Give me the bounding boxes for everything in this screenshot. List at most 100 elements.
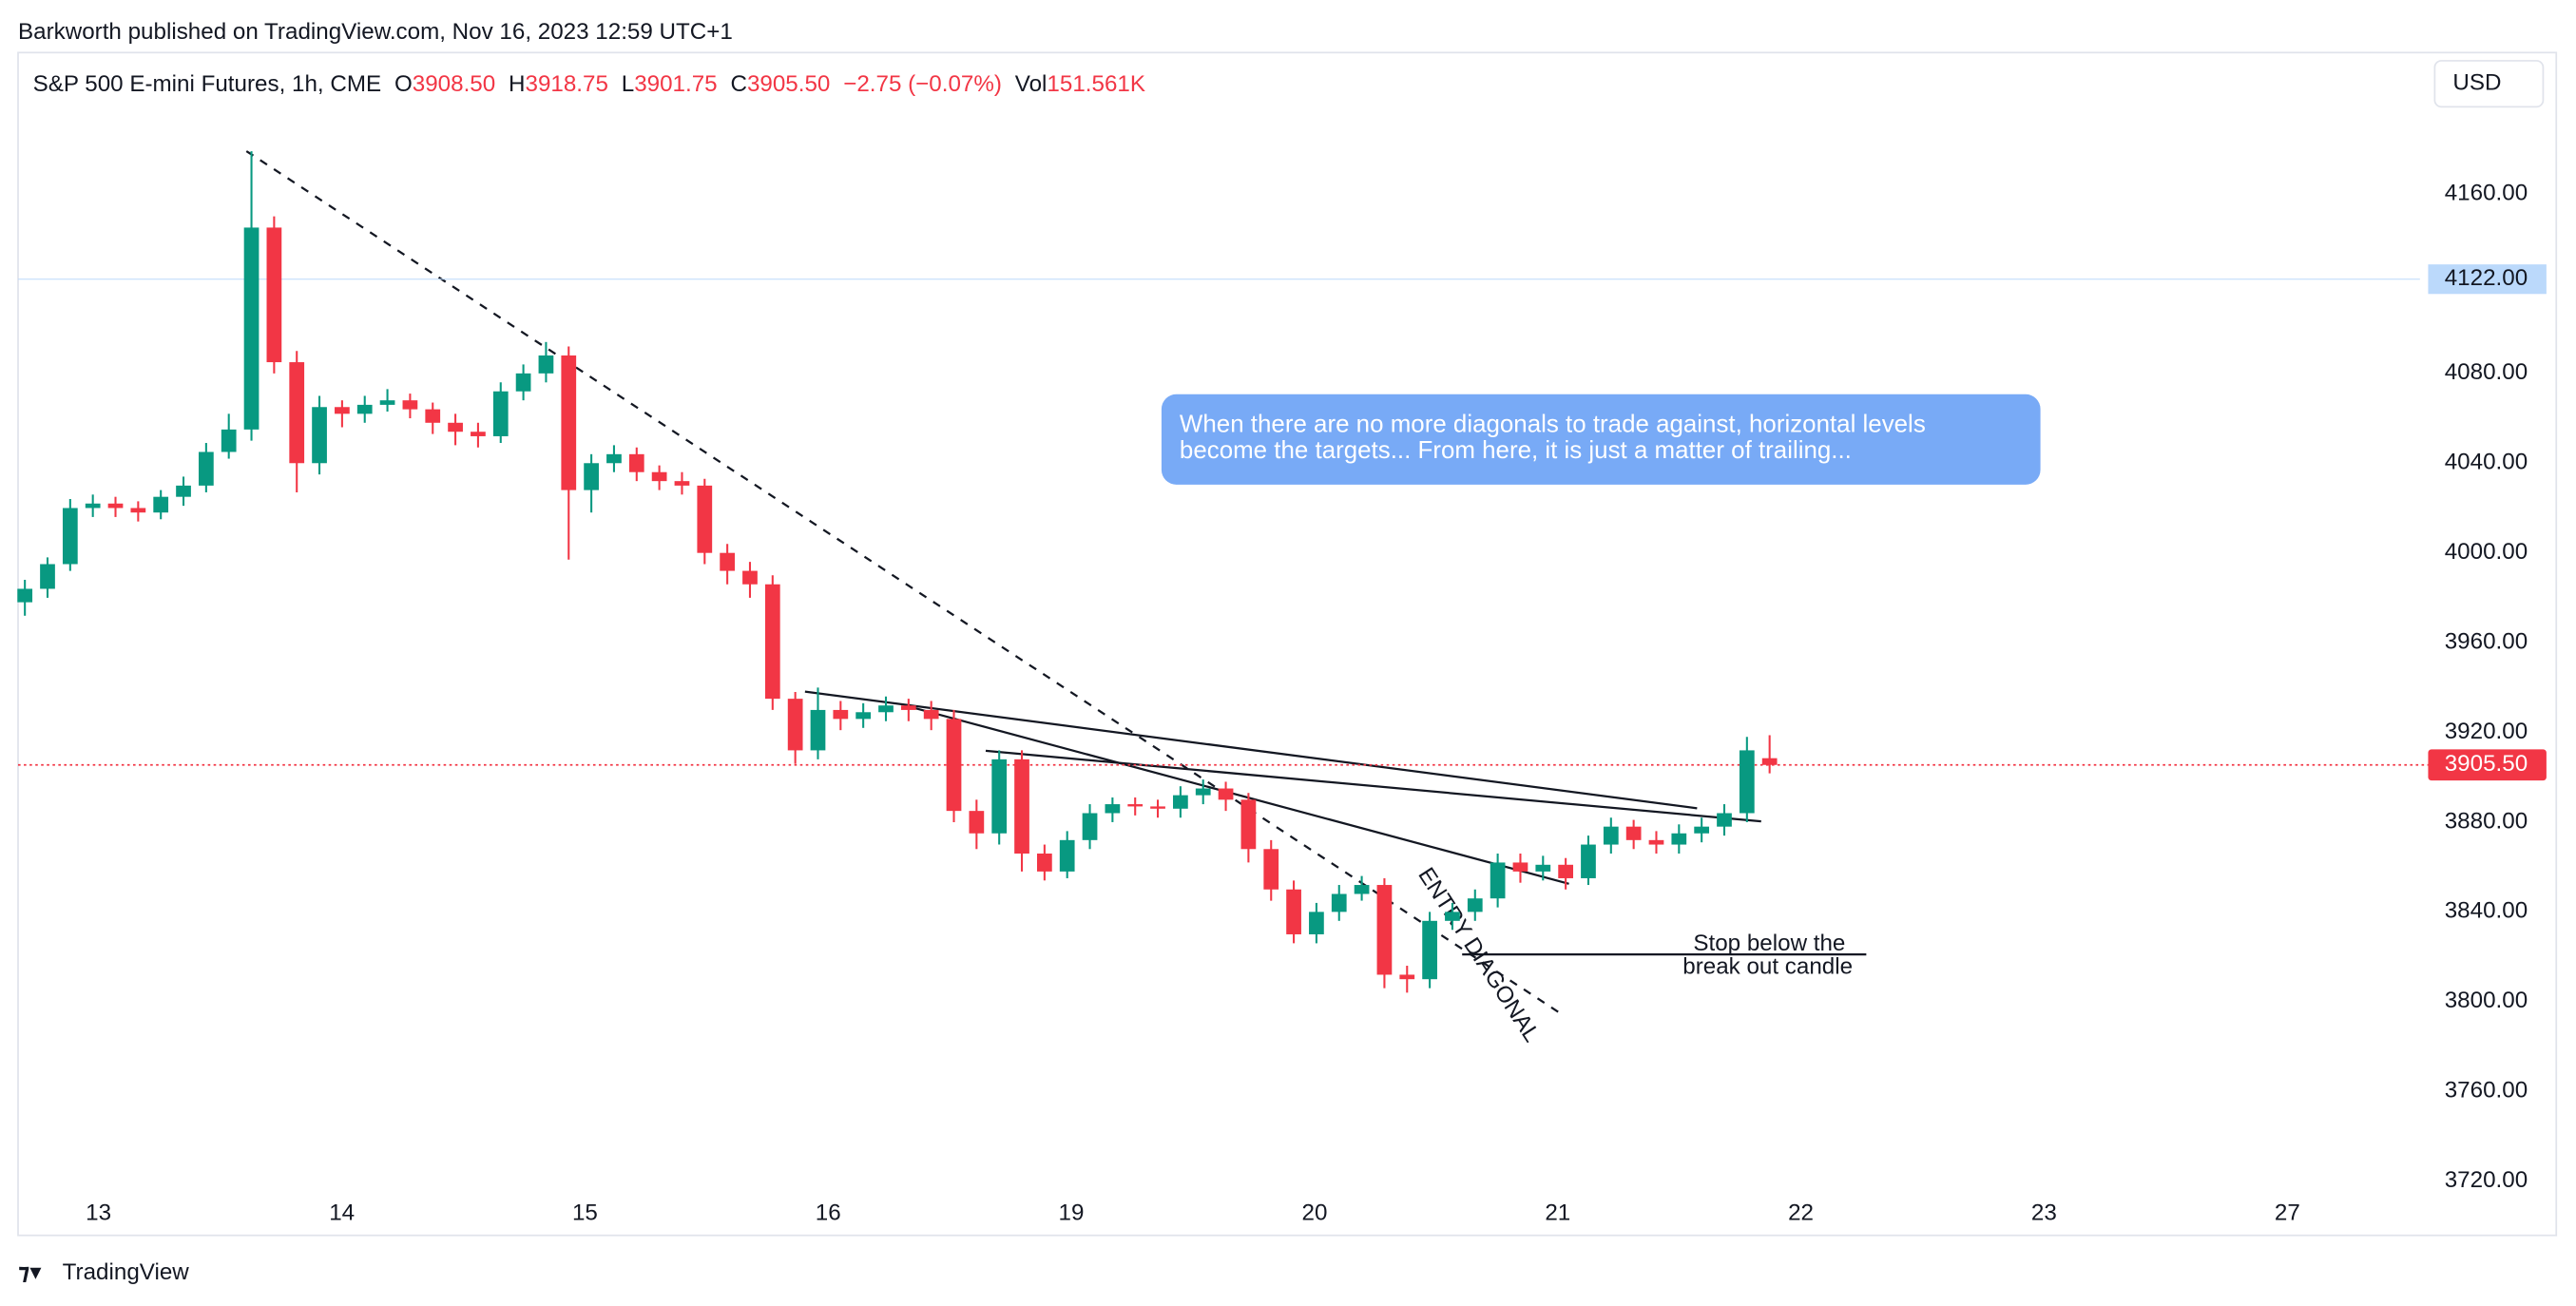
candle-body — [402, 400, 418, 410]
y-tick-label: 3720.00 — [2445, 1167, 2528, 1193]
symbol-legend: S&P 500 E-mini Futures, 1h, CME O3908.50 H… — [33, 71, 1145, 97]
y-tick-label: 3920.00 — [2445, 719, 2528, 744]
candle-body — [425, 409, 441, 423]
candle-body — [335, 407, 350, 414]
candle-body — [1581, 844, 1596, 878]
y-tick-label: 3960.00 — [2445, 629, 2528, 655]
candle-body — [991, 759, 1008, 834]
candle-body — [1263, 849, 1279, 890]
y-tick-label: 4080.00 — [2445, 359, 2528, 385]
candle-body — [1218, 788, 1234, 800]
candle-body — [1150, 806, 1165, 809]
level-tag — [2428, 264, 2547, 295]
candle-body — [1105, 804, 1121, 814]
candle-body — [1286, 889, 1301, 934]
candle-body — [176, 485, 191, 497]
x-tick-label: 13 — [86, 1200, 111, 1226]
candle-body — [969, 811, 985, 834]
candle-body — [1625, 826, 1642, 840]
candle-body — [492, 391, 509, 436]
candle-body — [1376, 885, 1393, 975]
candle-body — [878, 705, 894, 713]
candle-body — [1558, 864, 1573, 878]
ohlc-key: O — [394, 71, 413, 97]
change: −2.75 (−0.07%) — [843, 71, 1002, 97]
ohlc-key: L — [622, 71, 634, 97]
candle-body — [538, 355, 554, 374]
candle-body — [107, 503, 124, 509]
trendline — [908, 705, 1569, 885]
ohlc-value: 3901.75 — [634, 71, 717, 97]
candle-body — [1195, 788, 1211, 796]
ohlc-value: 3908.50 — [413, 71, 495, 97]
ohlc-value: 3918.75 — [526, 71, 608, 97]
candle-body — [1422, 920, 1437, 980]
candle-body — [628, 453, 644, 472]
candle-body — [1036, 853, 1052, 872]
candle-body — [1467, 898, 1483, 912]
candle-body — [1512, 862, 1528, 872]
candle-body — [1671, 833, 1687, 845]
volume: 151.561K — [1047, 71, 1145, 97]
candle-body — [1354, 885, 1370, 894]
candle-body — [1648, 839, 1664, 845]
candle-body — [900, 705, 916, 710]
x-tick-label: 19 — [1059, 1200, 1085, 1226]
x-tick-label: 20 — [1302, 1200, 1328, 1226]
candle-body — [1717, 813, 1732, 827]
candle-body — [1603, 826, 1619, 845]
x-tick-label: 16 — [816, 1200, 841, 1226]
logo-mark: ⁊▾ — [18, 1259, 42, 1285]
candle-body — [923, 709, 939, 720]
currency-button[interactable] — [2433, 60, 2545, 108]
candle-body — [17, 588, 33, 603]
ohlc-key: C — [730, 71, 746, 97]
y-tick-label: 4160.00 — [2445, 180, 2528, 205]
x-tick-label: 22 — [1788, 1200, 1814, 1226]
y-tick-label: 4000.00 — [2445, 539, 2528, 565]
candle-body — [1445, 912, 1460, 921]
candle-body — [471, 432, 486, 436]
chart-frame — [17, 51, 2558, 1237]
candle-body — [515, 373, 531, 392]
candle-body — [855, 712, 872, 720]
last-price-label: 3905.50 — [2445, 751, 2528, 777]
x-tick-label: 15 — [572, 1200, 598, 1226]
candle-body — [1490, 862, 1506, 899]
note-text: become the targets... From here, it is j… — [1180, 437, 1852, 464]
trendline — [985, 749, 1761, 823]
last-price-tag — [2428, 749, 2547, 781]
candle-body — [651, 471, 667, 482]
candle-body — [1173, 795, 1188, 809]
note-text: When there are no more diagonals to trad… — [1180, 411, 1926, 437]
candle-body — [266, 227, 282, 363]
candle-body — [606, 453, 622, 464]
candle-body — [584, 463, 599, 490]
candle-body — [1399, 974, 1415, 980]
candle-body — [1082, 813, 1098, 840]
ohlc-value: 3905.50 — [747, 71, 830, 97]
x-tick-label: 21 — [1545, 1200, 1570, 1226]
candle-body — [1739, 750, 1755, 814]
candle-body — [1694, 826, 1710, 834]
candle-body — [833, 709, 849, 720]
y-tick-label: 4040.00 — [2445, 450, 2528, 475]
candle-body — [742, 570, 758, 585]
candle-body — [1059, 839, 1075, 872]
stop-label: break out candle — [1682, 953, 1853, 979]
volume-key: Vol — [1015, 71, 1048, 97]
trendline — [804, 690, 1698, 810]
level-label: 4122.00 — [2445, 265, 2528, 291]
candle-body — [1761, 758, 1778, 765]
y-tick-label: 3760.00 — [2445, 1078, 2528, 1104]
candle-body — [40, 564, 55, 589]
candle-body — [1240, 799, 1257, 850]
stop-label: Stop below the — [1693, 931, 1845, 956]
candle-body — [312, 407, 327, 464]
candle-body — [674, 481, 690, 486]
trendline-dashed — [245, 150, 1562, 1015]
currency[interactable]: USD — [2452, 70, 2501, 96]
ohlc-key: H — [509, 71, 525, 97]
